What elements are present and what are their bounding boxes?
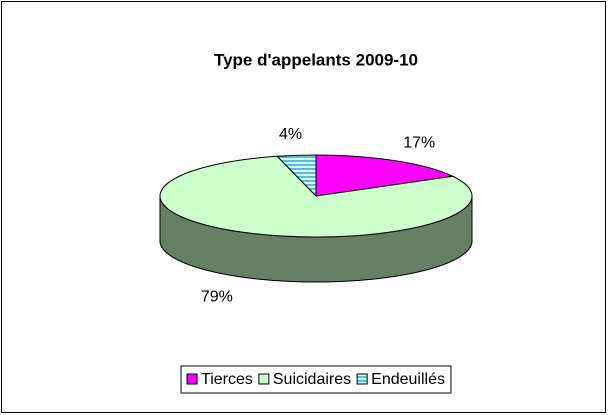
legend-box bbox=[180, 365, 452, 394]
legend-swatch bbox=[258, 373, 270, 385]
legend-swatch bbox=[356, 373, 368, 385]
legend-label: Suicidaires bbox=[273, 371, 351, 388]
pie-slice bbox=[315, 154, 455, 197]
data-label: 79% bbox=[201, 289, 233, 306]
legend-label: Endeuillés bbox=[371, 371, 445, 388]
data-label: 4% bbox=[279, 126, 302, 143]
pie-slice bbox=[276, 154, 317, 198]
legend-label: Tierces bbox=[201, 371, 253, 388]
data-label: 17% bbox=[403, 134, 435, 151]
legend-swatch bbox=[186, 373, 198, 385]
chart-title: Type d'appelants 2009-10 bbox=[214, 50, 418, 69]
legend: Tierces Suicidaires Endeuillés bbox=[180, 365, 452, 394]
